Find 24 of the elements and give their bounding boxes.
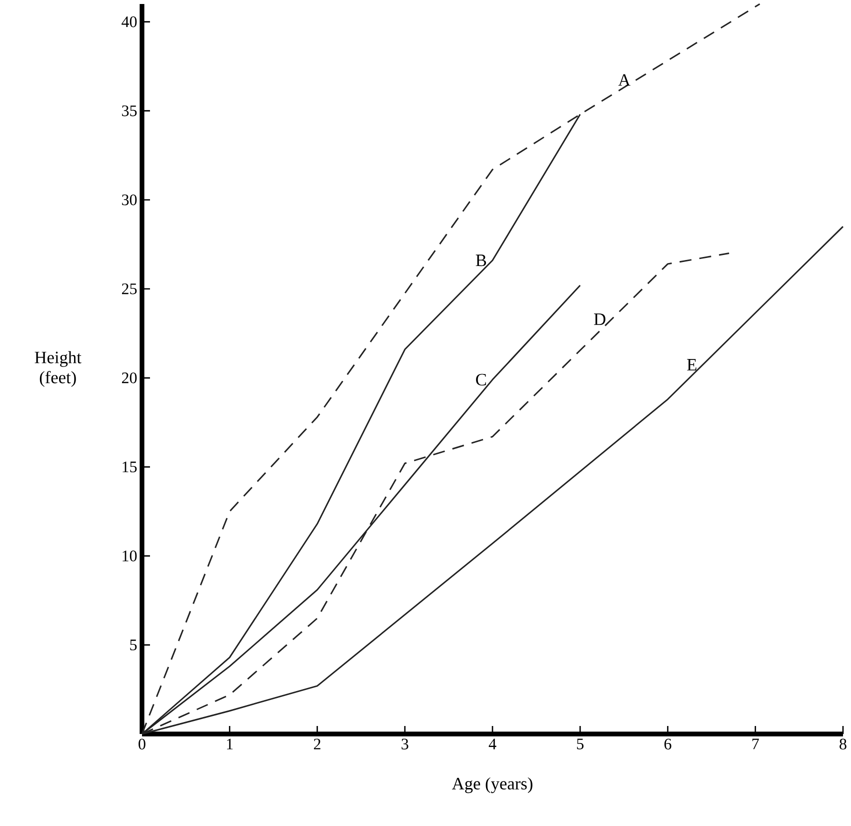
series-label: C (476, 374, 486, 386)
x-tick-label: 8 (840, 738, 846, 750)
y-tick-label: 25 (122, 283, 137, 294)
y-axis-title: Height (feet) (34, 351, 82, 387)
series-label: D (594, 314, 606, 325)
y-tick-label: 5 (130, 640, 137, 650)
x-axis-title: Age (years) (452, 777, 532, 794)
y-tick-label: 40 (122, 16, 137, 28)
series-label: E (687, 359, 696, 370)
y-tick-label: 10 (122, 550, 137, 562)
y-tick-label: 30 (122, 194, 137, 206)
x-tick-label: 6 (664, 738, 672, 750)
series-label: A (618, 74, 630, 86)
y-tick-label: 35 (122, 105, 137, 116)
x-tick-label: 3 (402, 738, 408, 750)
x-tick-label: 2 (314, 738, 320, 750)
y-tick-label: 20 (122, 372, 137, 384)
x-tick-label: 5 (577, 738, 584, 750)
x-tick-label: 7 (752, 738, 759, 750)
series-label: B (476, 254, 486, 266)
x-tick-label: 0 (138, 738, 146, 750)
x-tick-label: 1 (227, 738, 233, 750)
x-tick-label: 4 (488, 738, 496, 750)
y-tick-label: 15 (122, 462, 137, 472)
